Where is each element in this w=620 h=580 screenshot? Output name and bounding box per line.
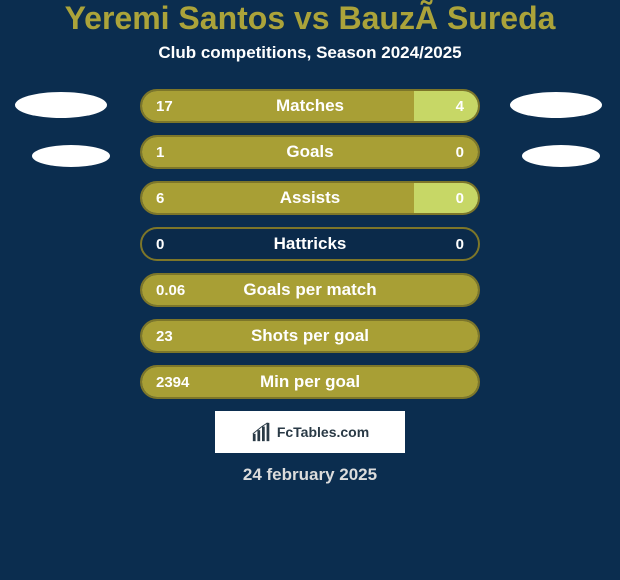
stat-row: 0 0 Hattricks	[0, 227, 620, 261]
stat-value-left: 17	[156, 98, 173, 115]
stat-row: 23 Shots per goal	[0, 319, 620, 353]
stat-label: Hattricks	[274, 234, 347, 254]
player-ellipse	[15, 92, 107, 118]
stat-fill-right	[414, 183, 478, 213]
stat-label: Shots per goal	[251, 326, 369, 346]
stat-row: 6 0 Assists	[0, 181, 620, 215]
stat-fill-right	[414, 91, 478, 121]
bars-icon	[251, 421, 273, 443]
stat-value-right: 0	[456, 236, 464, 253]
player-ellipse	[522, 145, 600, 167]
stat-bar: 0.06 Goals per match	[140, 273, 480, 307]
stat-value-left: 0.06	[156, 282, 185, 299]
stat-bar: 17 4 Matches	[140, 89, 480, 123]
stat-row: 0.06 Goals per match	[0, 273, 620, 307]
stat-value-right: 0	[456, 144, 464, 161]
comparison-chart: 17 4 Matches 1 0 Goals 6 0 Assists 0 0 Hattricks 0.0…	[0, 89, 620, 399]
watermark: FcTables.com	[215, 411, 405, 453]
stat-bar: 1 0 Goals	[140, 135, 480, 169]
stat-label: Assists	[280, 188, 340, 208]
stat-label: Goals	[286, 142, 333, 162]
stat-label: Goals per match	[243, 280, 376, 300]
stat-value-right: 0	[456, 190, 464, 207]
stat-bar: 6 0 Assists	[140, 181, 480, 215]
stat-value-left: 23	[156, 328, 173, 345]
stat-label: Min per goal	[260, 372, 360, 392]
stat-value-left: 6	[156, 190, 164, 207]
stat-value-left: 2394	[156, 374, 189, 391]
stat-fill-left	[142, 183, 414, 213]
stat-value-left: 1	[156, 144, 164, 161]
stat-value-left: 0	[156, 236, 164, 253]
stat-row: 2394 Min per goal	[0, 365, 620, 399]
footer-date: 24 february 2025	[0, 465, 620, 485]
stat-label: Matches	[276, 96, 344, 116]
stat-value-right: 4	[456, 98, 464, 115]
page-title: Yeremi Santos vs BauzÃ Sureda	[0, 0, 620, 37]
stat-bar: 23 Shots per goal	[140, 319, 480, 353]
page-subtitle: Club competitions, Season 2024/2025	[0, 43, 620, 63]
watermark-text: FcTables.com	[277, 424, 369, 440]
stat-bar: 2394 Min per goal	[140, 365, 480, 399]
player-ellipse	[32, 145, 110, 167]
player-ellipse	[510, 92, 602, 118]
stat-bar: 0 0 Hattricks	[140, 227, 480, 261]
